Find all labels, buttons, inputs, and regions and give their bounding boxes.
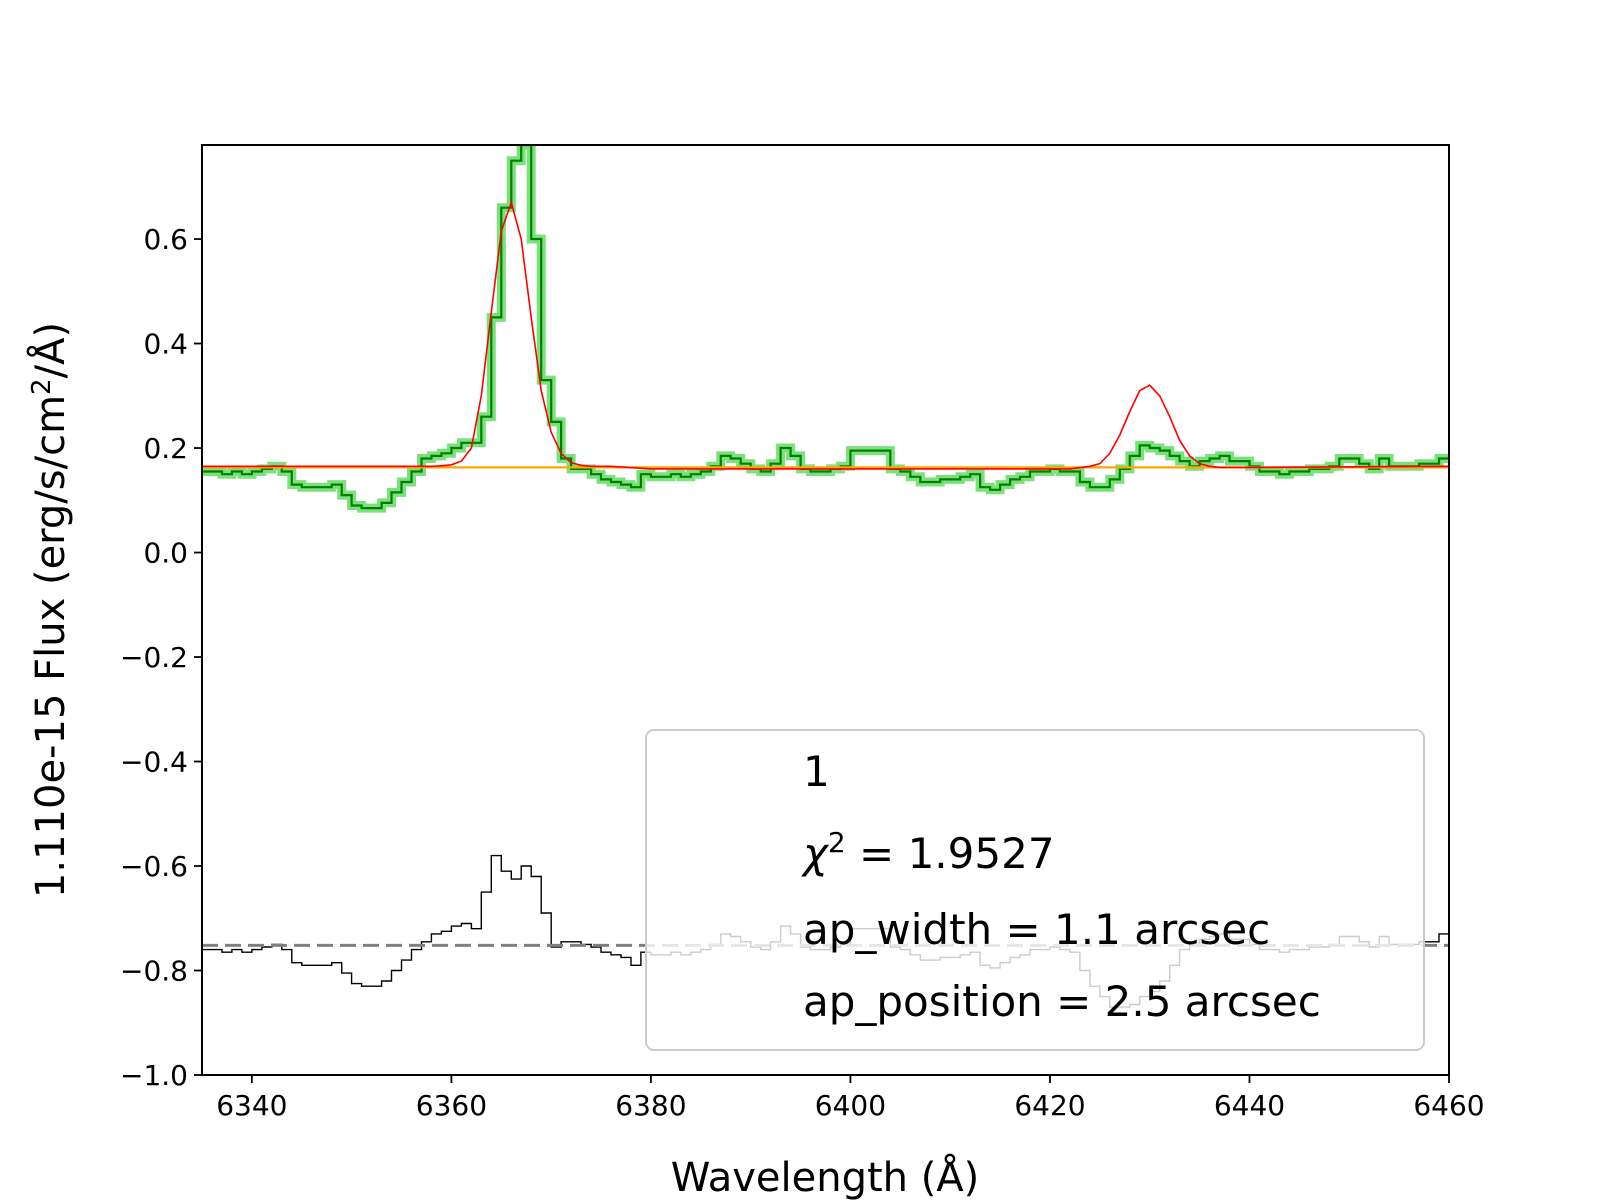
y-tick-label: 0.0	[143, 537, 188, 570]
y-axis-title: 1.110e-15 Flux (erg/s/cm2/Å)	[26, 322, 74, 898]
x-axis-title: Wavelength (Å)	[671, 1153, 980, 1200]
y-tick-label: −0.4	[120, 746, 188, 779]
y-tick-label: 0.6	[143, 223, 188, 256]
x-tick-label: 6460	[1413, 1089, 1484, 1122]
spectrum-line	[202, 145, 1449, 510]
x-tick-label: 6360	[416, 1089, 487, 1122]
legend-line-chi2: χ2 = 1.9527	[801, 826, 1055, 878]
x-tick-label: 6400	[815, 1089, 886, 1122]
y-tick-label: −1.0	[120, 1059, 188, 1092]
y-tick-label: 0.2	[143, 432, 188, 465]
y-tick-label: −0.6	[120, 850, 188, 883]
x-tick-label: 6380	[615, 1089, 686, 1122]
plot-frame	[201, 144, 1450, 1076]
y-tick-label: −0.2	[120, 641, 188, 674]
legend-line-ap-width: ap_width = 1.1 arcsec	[803, 905, 1270, 954]
model-fit-line	[202, 199, 1449, 470]
legend-line-id: 1	[803, 747, 830, 796]
x-axis-ticks: 6340 6360 6380 6400 6420 6440 6460	[216, 1075, 1485, 1122]
y-tick-label: −0.8	[120, 955, 188, 988]
x-tick-label: 6340	[216, 1089, 287, 1122]
legend: 1 χ2 = 1.9527 ap_width = 1.1 arcsec ap_p…	[645, 729, 1425, 1051]
y-tick-label: 0.4	[143, 328, 188, 361]
x-tick-label: 6420	[1014, 1089, 1085, 1122]
legend-box	[645, 729, 1425, 1051]
legend-line-ap-position: ap_position = 2.5 arcsec	[803, 977, 1321, 1026]
x-tick-label: 6440	[1214, 1089, 1285, 1122]
y-axis-ticks: 0.6 0.4 0.2 0.0 −0.2 −0.4 −0.6 −0.8 −1.0	[120, 223, 202, 1092]
